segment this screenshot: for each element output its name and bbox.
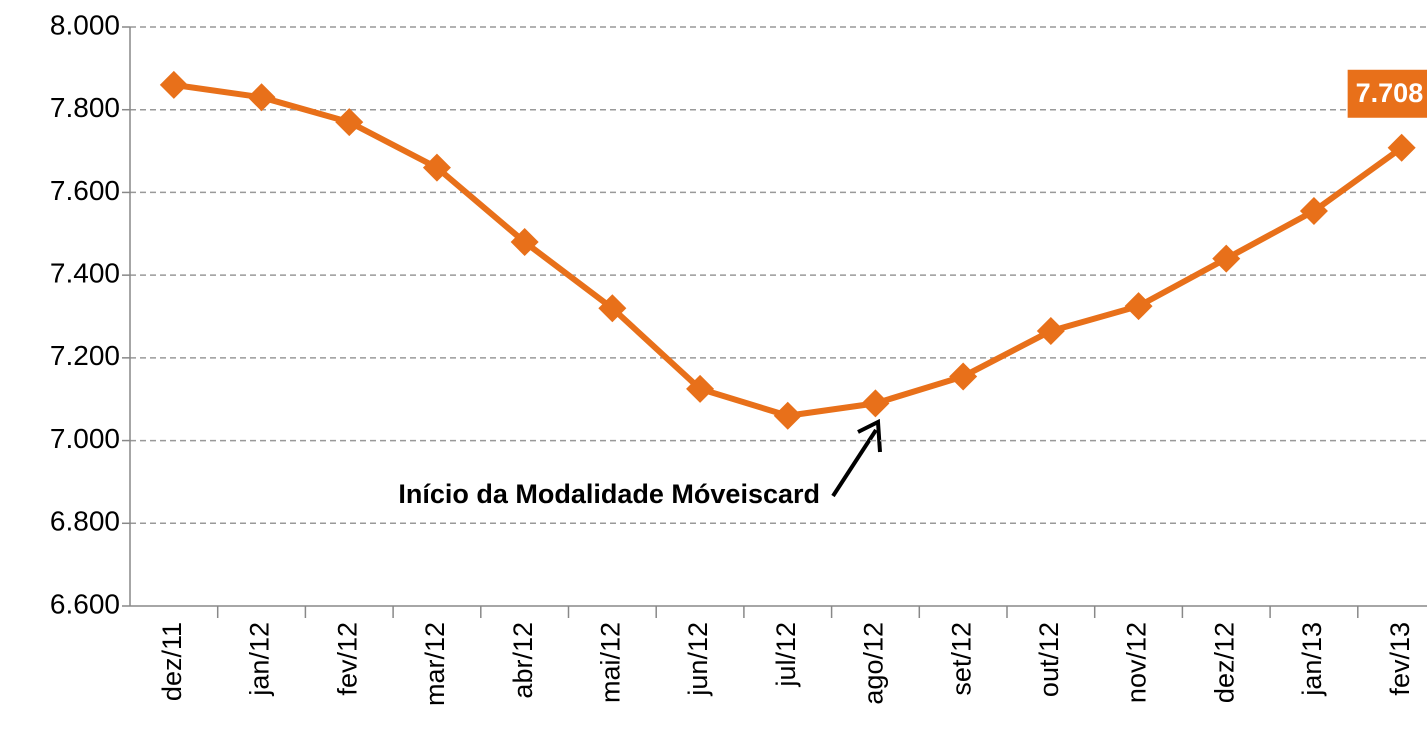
marker [335,108,364,137]
y-tick-label: 7.800 [50,92,120,123]
x-tick-label: out/12 [1034,622,1064,697]
y-tick-label: 6.800 [50,506,120,537]
marker [949,362,978,391]
marker [159,70,188,99]
x-tick-label: dez/11 [157,622,187,701]
x-tick-label: jul/12 [771,622,801,688]
x-tick-label: jan/13 [1297,622,1327,697]
x-tick-label: dez/12 [1209,622,1239,703]
y-tick-label: 6.600 [50,588,120,619]
x-tick-label: ago/12 [859,622,889,705]
marker [1212,244,1241,273]
x-tick-label: set/12 [946,622,976,696]
x-tick-label: mar/12 [420,622,450,706]
y-tick-label: 7.200 [50,340,120,371]
marker [686,374,715,403]
marker [247,83,276,112]
x-tick-label: nov/12 [1122,622,1152,703]
y-tick-label: 7.600 [50,175,120,206]
x-tick-label: mai/12 [595,622,625,703]
y-tick-label: 7.400 [50,258,120,289]
marker [1299,197,1328,226]
annotation-arrow [831,428,878,498]
marker [1387,133,1416,162]
marker [598,294,627,323]
annotation: Início da Modalidade Móveiscard [398,479,820,509]
marker [861,389,890,418]
value-label: 7.708 [1356,78,1424,108]
y-tick-label: 7.000 [50,423,120,454]
series-line [173,81,1404,419]
x-tick-label: jun/12 [683,622,713,697]
x-tick-label: fev/13 [1385,622,1415,696]
value-label-box [1347,69,1427,118]
marker [773,401,802,430]
annotation-arrowhead [857,418,882,453]
marker [510,228,539,257]
marker [422,153,451,182]
x-tick-label: abr/12 [508,622,538,699]
y-tick-label: 8.000 [50,9,120,40]
x-tick-label: fev/12 [332,622,362,696]
marker [1124,292,1153,321]
x-tick-label: jan/12 [245,622,275,697]
marker [1036,316,1065,345]
